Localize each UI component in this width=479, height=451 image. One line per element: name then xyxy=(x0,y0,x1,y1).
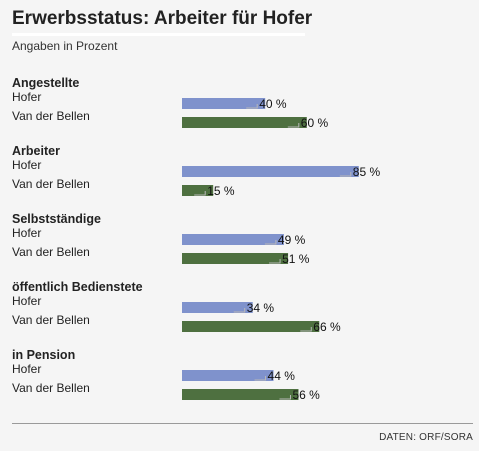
value-label: 66 % xyxy=(313,320,341,334)
bar-end-tick xyxy=(269,259,281,264)
category-label-arbeiter: Arbeiter xyxy=(12,144,60,158)
bar-offentlich-bedienstete-van-der-bellen xyxy=(182,321,320,332)
value-label: 60 % xyxy=(301,116,329,130)
category-label-angestellte: Angestellte xyxy=(12,76,79,90)
chart-title: Erwerbsstatus: Arbeiter für Hofer xyxy=(12,8,313,29)
series-label: Van der Bellen xyxy=(12,313,90,327)
series-label: Hofer xyxy=(12,294,41,308)
series-label: Hofer xyxy=(12,90,41,104)
bar-in-pension-van-der-bellen xyxy=(182,389,299,400)
bar-end-tick xyxy=(194,191,206,196)
value-label: 56 % xyxy=(292,388,320,402)
series-label: Hofer xyxy=(12,362,41,376)
bar-angestellte-van-der-bellen xyxy=(182,117,307,128)
category-label-selbststandige: Selbstständige xyxy=(12,212,101,226)
bar-end-tick xyxy=(264,240,277,245)
bar-end-tick xyxy=(279,395,291,400)
chart-subtitle: Angaben in Prozent xyxy=(12,39,118,53)
series-label: Van der Bellen xyxy=(12,381,90,395)
title-underline xyxy=(12,33,305,36)
value-label: 15 % xyxy=(207,184,235,198)
bar-angestellte-hofer xyxy=(182,98,266,109)
bar-offentlich-bedienstete-hofer xyxy=(182,302,253,313)
series-label: Van der Bellen xyxy=(12,109,90,123)
value-label: 40 % xyxy=(259,97,287,111)
series-label: Van der Bellen xyxy=(12,177,90,191)
value-label: 51 % xyxy=(282,252,310,266)
bar-end-tick xyxy=(246,104,258,109)
value-label: 44 % xyxy=(268,369,296,383)
bar-selbststandige-hofer xyxy=(182,234,284,245)
bar-end-tick xyxy=(287,123,300,128)
bar-end-tick xyxy=(339,172,352,177)
bar-end-tick xyxy=(300,327,312,332)
bar-selbststandige-van-der-bellen xyxy=(182,253,289,264)
category-label-in-pension: in Pension xyxy=(12,348,75,362)
bar-in-pension-hofer xyxy=(182,370,274,381)
footer-divider xyxy=(12,423,473,424)
bar-arbeiter-hofer xyxy=(182,166,359,177)
value-label: 85 % xyxy=(353,165,381,179)
bar-end-tick xyxy=(233,308,246,313)
value-label: 34 % xyxy=(247,301,275,315)
series-label: Hofer xyxy=(12,226,41,240)
value-label: 49 % xyxy=(278,233,306,247)
series-label: Hofer xyxy=(12,158,41,172)
series-label: Van der Bellen xyxy=(12,245,90,259)
data-source: DATEN: ORF/SORA xyxy=(379,432,473,443)
bar-arbeiter-van-der-bellen xyxy=(182,185,214,196)
bar-end-tick xyxy=(254,376,267,381)
category-label-offentlich-bedienstete: öffentlich Bedienstete xyxy=(12,280,143,294)
